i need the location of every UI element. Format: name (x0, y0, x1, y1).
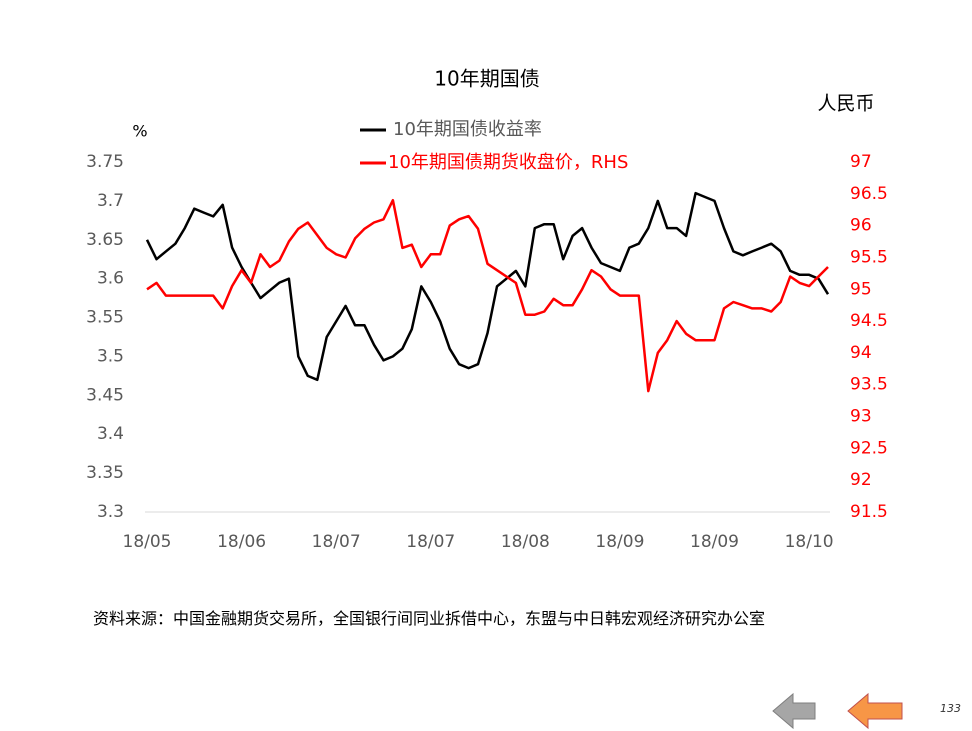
y-tick-label: 3.75 (86, 152, 124, 172)
y-tick-label: 3.45 (86, 385, 124, 405)
nav-prev[interactable] (847, 692, 903, 730)
y2-tick-label: 97 (850, 152, 872, 172)
y-tick-label: 3.6 (97, 269, 124, 289)
legend-label: 10年期国债收益率 (393, 119, 542, 140)
x-tick-label: 18/06 (217, 532, 266, 552)
y-axis-label: % (132, 122, 147, 141)
orange-arrow[interactable] (847, 692, 903, 730)
chart-title: 10年期国债 (434, 67, 539, 91)
y-tick-label: 3.55 (86, 308, 124, 328)
y-tick-label: 3.35 (86, 463, 124, 483)
y2-tick-label: 95 (850, 279, 872, 299)
y2-tick-label: 92 (850, 470, 872, 490)
series-line (145, 191, 830, 382)
x-tick-label: 18/08 (501, 532, 550, 552)
nav-back[interactable] (772, 692, 816, 730)
y-tick-label: 3.4 (97, 424, 124, 444)
y-tick-label: 3.65 (86, 230, 124, 250)
x-tick-label: 18/09 (690, 532, 739, 552)
y2-tick-label: 94 (850, 343, 872, 363)
y2-tick-label: 93 (850, 407, 872, 427)
y2-tick-label: 96.5 (850, 184, 888, 204)
x-tick-label: 18/10 (785, 532, 834, 552)
x-tick-label: 18/05 (123, 532, 172, 552)
legend-label: 10年期国债期货收盘价，RHS (388, 152, 628, 173)
y-tick-label: 3.7 (97, 191, 124, 211)
y2-tick-label: 93.5 (850, 375, 888, 395)
source-note: 资料来源：中国金融期货交易所，全国银行间同业拆借中心，东盟与中日韩宏观经济研究办… (93, 609, 766, 628)
x-tick-label: 18/09 (595, 532, 644, 552)
y2-tick-label: 94.5 (850, 311, 888, 331)
y2-axis-label: 人民币 (817, 93, 874, 115)
y2-tick-label: 96 (850, 216, 872, 236)
y-tick-label: 3.5 (97, 346, 124, 366)
x-tick-label: 18/07 (312, 532, 361, 552)
y2-tick-label: 91.5 (850, 502, 888, 522)
x-tick-label: 18/07 (406, 532, 455, 552)
page-number: 133 (940, 702, 961, 715)
y2-tick-label: 92.5 (850, 438, 888, 458)
y-tick-label: 3.3 (97, 502, 124, 522)
gray-arrow[interactable] (772, 692, 816, 730)
y2-tick-label: 95.5 (850, 247, 888, 267)
series-line (146, 198, 829, 393)
